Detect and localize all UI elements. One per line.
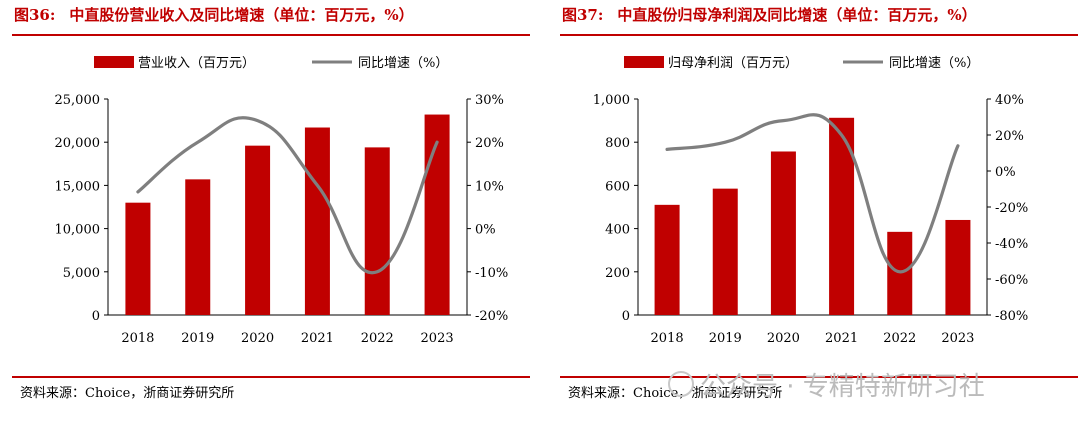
y-right-tick-label: 0% [475, 223, 496, 238]
bar-2020 [770, 151, 796, 315]
bar-2022 [364, 147, 390, 315]
y-left-tick-label: 20,000 [55, 136, 101, 151]
growth-rate-line [665, 113, 960, 274]
x-tick-label: 2020 [767, 331, 800, 346]
bar-2019 [185, 179, 211, 315]
watermark: 公众号 · 专精特新研习社 [668, 366, 985, 403]
y-left-tick-label: 400 [605, 223, 630, 238]
figure-panel-36: 图36: 中直股份营业收入及同比增速（单位：百万元，%） 营业收入（百万元） 同比增… [12, 0, 532, 427]
x-tick-label: 2022 [361, 331, 394, 346]
bar-2018 [125, 202, 151, 315]
legend: 归母净利润（百万元） 同比增速（%） [624, 56, 979, 71]
x-tick-label: 2023 [421, 331, 454, 346]
title-rule [560, 34, 1078, 36]
y-right-tick-label: -20% [475, 309, 508, 324]
y-left-tick-label: 25,000 [55, 93, 101, 108]
y-left-tick-label: 800 [605, 136, 630, 151]
bar-2023 [424, 114, 450, 315]
legend: 营业收入（百万元） 同比增速（%） [94, 56, 448, 71]
y-right-tick-label: 10% [475, 179, 504, 194]
y-left-tick-label: 600 [605, 179, 630, 194]
figure-title: 图37: 中直股份归母净利润及同比增速（单位：百万元，%） [562, 4, 977, 25]
y-right-tick-label: -60% [995, 273, 1028, 288]
x-tick-label: 2020 [241, 331, 274, 346]
x-tick-label: 2018 [651, 331, 684, 346]
x-tick-label: 2023 [941, 331, 974, 346]
source-rule [560, 376, 1078, 378]
x-tick-label: 2021 [825, 331, 858, 346]
revenue-chart: 营业收入（百万元） 同比增速（%） 0 5,000 10,000 15,000 20,000… [55, 56, 508, 346]
net-profit-chart: 归母净利润（百万元） 同比增速（%） 0 200 400 600 800 1,000 -80% -… [593, 56, 1028, 346]
y-left-tick-label: 10,000 [55, 223, 101, 238]
y-left-tick-label: 5,000 [63, 266, 100, 281]
growth-rate-line [136, 116, 439, 275]
bar-2023 [945, 219, 971, 315]
figure-number: 图37: [562, 6, 604, 24]
y-right-tick-label: -80% [995, 309, 1028, 324]
watermark-text: 公众号 · 专精特新研习社 [700, 372, 985, 402]
bar-2018 [654, 204, 680, 315]
bar-2021 [304, 127, 330, 316]
figure-title-text: 中直股份归母净利润及同比增速（单位：百万元，%） [617, 6, 977, 24]
title-rule [12, 34, 530, 36]
figure-number: 图36: [14, 6, 56, 24]
y-left-tick-label: 0 [92, 309, 100, 324]
x-tick-label: 2019 [709, 331, 742, 346]
legend-line-label: 同比增速（%） [889, 56, 979, 71]
y-right-tick-label: 30% [475, 93, 504, 108]
y-right-tick-label: 20% [475, 136, 504, 151]
legend-bar-swatch [94, 56, 134, 68]
y-left-tick-label: 15,000 [55, 179, 101, 194]
y-right-tick-label: -20% [995, 201, 1028, 216]
y-left-tick-label: 200 [605, 266, 630, 281]
x-tick-label: 2018 [121, 331, 154, 346]
source-rule [12, 376, 530, 378]
bar-2020 [245, 145, 271, 315]
y-left-tick-label: 1,000 [593, 93, 630, 108]
y-right-tick-label: 0% [995, 165, 1016, 180]
bar-2022 [887, 231, 913, 315]
x-tick-label: 2021 [301, 331, 334, 346]
y-right-tick-label: 40% [995, 93, 1024, 108]
y-right-tick-label: 20% [995, 129, 1024, 144]
wechat-icon [668, 371, 694, 397]
x-tick-label: 2022 [883, 331, 916, 346]
legend-line-label: 同比增速（%） [358, 56, 448, 71]
figure-title-text: 中直股份营业收入及同比增速（单位：百万元，%） [69, 6, 414, 24]
y-right-tick-label: -10% [475, 266, 508, 281]
legend-bar-label: 营业收入（百万元） [138, 56, 255, 71]
y-left-tick-label: 0 [622, 309, 630, 324]
figure-panel-37: 图37: 中直股份归母净利润及同比增速（单位：百万元，%） 归母净利润（百万元） 同… [560, 0, 1080, 427]
source-note: 资料来源：Choice，浙商证券研究所 [20, 386, 235, 401]
legend-bar-label: 归母净利润（百万元） [668, 56, 798, 71]
x-tick-label: 2019 [181, 331, 214, 346]
legend-bar-swatch [624, 56, 664, 68]
bar-2019 [712, 188, 738, 315]
y-right-tick-label: -40% [995, 237, 1028, 252]
figure-title: 图36: 中直股份营业收入及同比增速（单位：百万元，%） [14, 4, 414, 25]
